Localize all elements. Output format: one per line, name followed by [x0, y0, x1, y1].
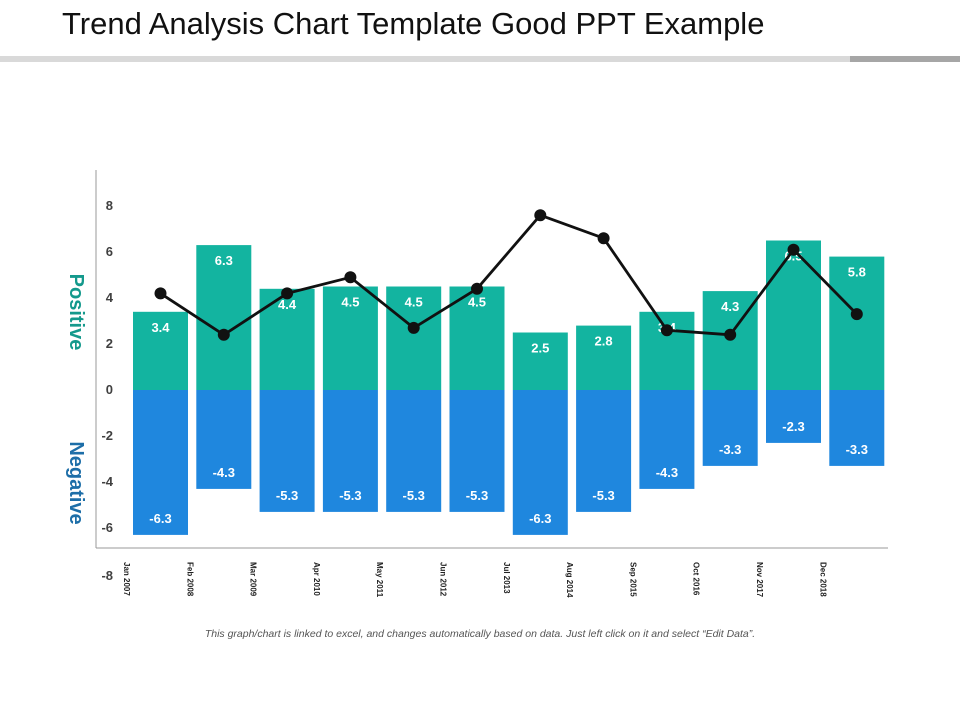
x-tick-label: Aug 2014 [565, 562, 574, 598]
bar-positive [512, 332, 568, 390]
trend-point [344, 271, 357, 284]
trend-line [159, 213, 858, 337]
x-tick-label: Jul 2013 [502, 562, 511, 594]
data-label-positive: 5.8 [848, 265, 866, 280]
data-label-negative: -4.3 [656, 465, 678, 480]
trend-point [407, 321, 420, 334]
data-label-positive: 2.8 [595, 334, 613, 349]
data-label-positive: 4.4 [278, 297, 297, 312]
bar-negative [449, 390, 505, 512]
title-divider-accent [850, 56, 960, 62]
x-tick-label: Apr 2010 [312, 562, 321, 596]
positive-axis-label: Positive [65, 274, 87, 351]
y-tick-label: -8 [101, 568, 113, 583]
y-tick-label: -2 [101, 428, 113, 443]
trend-point [471, 282, 483, 295]
negative-axis-label: Negative [65, 441, 87, 524]
trend-point [534, 209, 547, 222]
trend-point [724, 328, 737, 341]
y-tick-label: 2 [106, 336, 113, 351]
bar-positive [196, 245, 252, 390]
data-label-positive: 4.5 [468, 295, 486, 310]
y-tick-label: -4 [101, 474, 113, 489]
data-label-negative: -6.3 [149, 511, 171, 526]
trend-point [217, 328, 230, 341]
bar-positive [829, 256, 885, 390]
bar-negative [639, 390, 695, 489]
title-divider [0, 56, 960, 62]
data-label-negative: -4.3 [213, 465, 235, 480]
data-label-negative: -3.3 [846, 442, 868, 457]
bar-negative [196, 390, 252, 489]
x-tick-label: Mar 2009 [249, 562, 258, 597]
x-tick-label: Nov 2017 [755, 562, 764, 598]
trend-point [281, 287, 294, 300]
data-label-positive: 6.3 [215, 253, 233, 268]
chart-footnote: This graph/chart is linked to excel, and… [204, 628, 756, 640]
bar-positive [386, 286, 442, 390]
data-label-negative: -5.3 [339, 488, 361, 503]
y-tick-label: 4 [106, 290, 114, 305]
y-tick-label: 6 [106, 244, 113, 259]
data-label-positive: 2.5 [531, 341, 549, 356]
data-label-negative: -3.3 [719, 442, 741, 457]
bar-negative [259, 390, 315, 512]
x-tick-label: Sep 2015 [628, 562, 637, 597]
bar-positive [133, 311, 188, 390]
bar-negative [133, 390, 188, 535]
bar-negative [576, 390, 632, 512]
trend-point [660, 324, 673, 337]
data-label-positive: 4.5 [405, 295, 423, 310]
data-label-negative: -5.3 [276, 488, 298, 503]
trend-point [787, 243, 800, 256]
data-label-positive: 4.3 [721, 299, 739, 314]
x-tick-label: Jun 2012 [439, 562, 448, 597]
data-label-negative: -6.3 [529, 511, 551, 526]
x-tick-label: Dec 2018 [818, 562, 827, 597]
data-label-negative: -5.3 [402, 488, 424, 503]
data-label-negative: -5.3 [466, 488, 488, 503]
bar-positive [766, 240, 821, 390]
bar-negative [512, 390, 568, 535]
bar-negative [829, 390, 885, 466]
page-title: Trend Analysis Chart Template Good PPT E… [62, 6, 765, 41]
y-tick-label: -6 [101, 520, 113, 535]
trend-point [850, 308, 863, 321]
bar-negative [322, 390, 378, 512]
bar-positive [449, 286, 505, 390]
data-label-positive: 4.5 [341, 295, 359, 310]
data-label-positive: 3.4 [151, 320, 170, 335]
bar-positive [576, 325, 632, 390]
x-tick-label: Feb 2008 [185, 562, 194, 597]
x-tick-label: May 2011 [375, 562, 384, 598]
x-tick-label: Jan 2007 [122, 562, 131, 596]
bar-negative [702, 390, 758, 466]
y-tick-label: 8 [106, 198, 113, 213]
bar-positive [322, 286, 378, 390]
bar-negative [766, 390, 821, 443]
data-label-negative: -2.3 [782, 419, 804, 434]
y-tick-label: 0 [106, 382, 113, 397]
bar-negative [386, 390, 442, 512]
data-label-negative: -5.3 [592, 488, 614, 503]
trend-point [154, 287, 167, 300]
trend-point [597, 232, 610, 245]
x-tick-label: Oct 2016 [692, 562, 701, 596]
